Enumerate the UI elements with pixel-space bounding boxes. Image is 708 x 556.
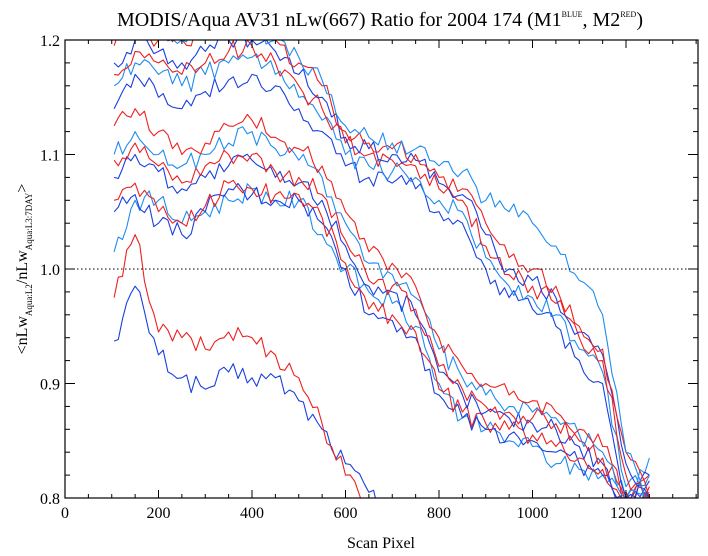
- x-tick-label: 1200: [610, 505, 642, 522]
- x-tick-label: 0: [61, 505, 69, 522]
- series-line-10: [113, 53, 650, 488]
- x-axis: 0 200 400 600 800 1000 1200: [61, 40, 697, 522]
- y-axis-label-sub1: Aqua:L2: [24, 284, 34, 316]
- series-line-2: [113, 183, 650, 498]
- x-tick-label: 800: [427, 505, 451, 522]
- y-axis-label-sub2: Aqua:L3:7DAY: [24, 192, 34, 250]
- chart-title-end: ): [636, 9, 643, 31]
- y-tick-label: 1.1: [40, 148, 60, 165]
- y-axis-label: <nLwAqua:L2/nLwAqua:L3:7DAY>: [14, 184, 34, 355]
- series-line-7: [113, 126, 650, 498]
- series-line-4: [113, 179, 650, 498]
- series-line-14: [114, 40, 650, 498]
- series-line-1: [113, 234, 362, 498]
- chart-title-mid: , M2: [583, 9, 621, 31]
- x-tick-label: 1000: [517, 505, 549, 522]
- series-line-9: [113, 73, 650, 498]
- y-axis-label-part1: <nLw: [14, 316, 31, 355]
- y-tick-label: 0.9: [40, 377, 60, 394]
- y-axis-label-part2: /nLw: [14, 250, 31, 284]
- chart-title: MODIS/Aqua AV31 nLw(667) Ratio for 2004 …: [117, 9, 643, 31]
- series-line-8: [113, 108, 650, 498]
- chart-title-sup-blue: BLUE: [562, 10, 583, 19]
- y-axis-label-part3: >: [14, 184, 31, 193]
- x-tick-label: 400: [240, 505, 264, 522]
- series-line-6: [113, 142, 650, 498]
- y-tick-label: 0.8: [40, 491, 60, 508]
- series-line-13: [113, 40, 650, 498]
- y-tick-label: 1.2: [40, 33, 60, 50]
- series-line-12: [113, 40, 650, 498]
- chart-title-sup-red: RED: [620, 10, 636, 19]
- y-axis: 0.8 0.9 1.0 1.1 1.2: [40, 33, 698, 508]
- x-tick-label: 600: [334, 505, 358, 522]
- series-line-3: [113, 182, 650, 498]
- series-layer: [113, 40, 650, 498]
- x-axis-label: Scan Pixel: [347, 535, 416, 552]
- series-line-5: [113, 153, 650, 498]
- y-tick-label: 1.0: [40, 262, 60, 279]
- x-tick-label: 200: [147, 505, 171, 522]
- chart-title-main: MODIS/Aqua AV31 nLw(667) Ratio for 2004 …: [117, 9, 562, 31]
- series-line-0: [113, 285, 376, 498]
